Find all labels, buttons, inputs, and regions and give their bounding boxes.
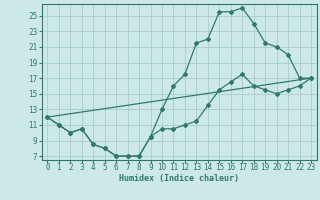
X-axis label: Humidex (Indice chaleur): Humidex (Indice chaleur)	[119, 174, 239, 183]
